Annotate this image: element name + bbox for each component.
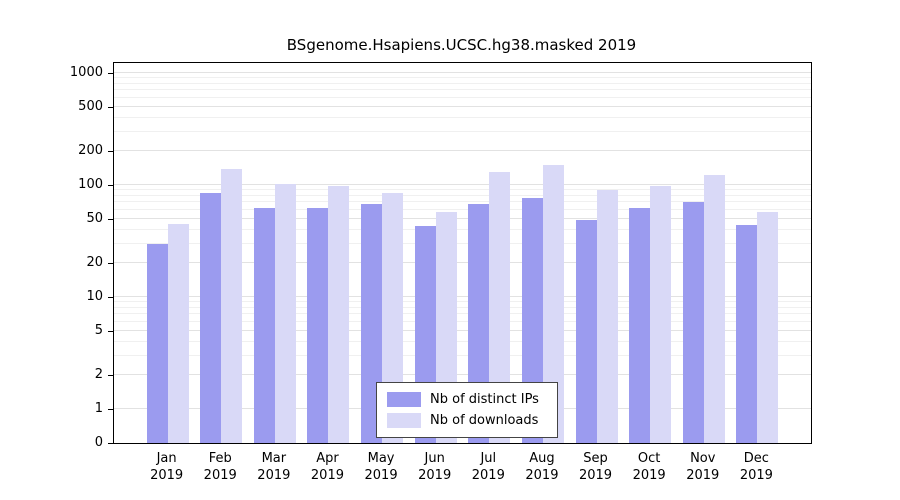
bar-downloads [328,186,350,443]
bar-distinct-ips [629,208,651,443]
gridlines [114,63,811,443]
bar-downloads [489,171,511,443]
legend-swatch-distinct-ips [387,392,421,407]
gridline [114,89,811,91]
legend-item-distinct-ips: Nb of distinct IPs [387,389,547,410]
x-tick-label: Dec 2019 [739,451,773,483]
x-tick-label: Jan 2019 [150,451,184,483]
bar-downloads [596,189,618,443]
gridline [114,242,811,244]
gridline [114,105,811,107]
gridline [114,320,811,322]
gridline [114,194,811,196]
bar-distinct-ips [575,219,597,443]
gridline [114,329,811,331]
gridline [114,374,811,376]
x-tick-label: Jul 2019 [471,451,505,483]
gridline [114,189,811,191]
gridline [114,150,811,152]
gridline [114,96,811,98]
y-tick-label: 100 [78,177,103,192]
y-tick-label: 2 [94,367,103,383]
x-tick-label: Jun 2019 [418,451,452,483]
x-tick-label: Oct 2019 [632,451,666,483]
gridline [114,77,811,79]
y-tick-label: 200 [78,143,103,159]
legend-swatch-downloads [387,413,421,428]
x-tick-label: Aug 2019 [525,451,559,483]
bar-downloads [382,192,404,443]
y-tick-label: 1000 [69,65,103,80]
gridline [114,130,811,132]
bar-downloads [650,185,672,443]
y-tick-label: 20 [86,255,103,271]
gridline [114,354,811,356]
bar-distinct-ips [736,224,758,443]
bar-distinct-ips [146,243,168,443]
gridline [114,217,811,219]
bar-downloads [757,211,779,443]
gridline [114,228,811,230]
plot-area: Nb of distinct IPs Nb of downloads [113,62,812,444]
bar-distinct-ips [253,208,275,443]
x-tick-label: Feb 2019 [203,451,237,483]
x-tick-label: Mar 2019 [257,451,291,483]
y-tick-label: 0 [94,435,103,450]
gridline [114,301,811,303]
gridline [114,184,811,185]
gridline [114,72,811,73]
gridline [114,201,811,203]
gridline [114,262,811,264]
bar-distinct-ips [521,197,543,443]
y-tick-label: 5 [94,322,103,338]
x-tick-label: Sep 2019 [578,451,613,483]
bars [114,63,811,443]
y-tick-label: 500 [78,98,103,114]
bar-distinct-ips [200,192,222,443]
legend-label-downloads: Nb of downloads [430,413,539,428]
bar-distinct-ips [307,208,329,443]
gridline [114,82,811,84]
gridline [114,340,811,342]
bar-downloads [703,175,725,443]
bar-downloads [167,223,189,443]
bar-downloads [274,183,296,443]
gridline [114,116,811,118]
y-tick-label: 1 [94,401,103,416]
y-tick-label: 10 [86,289,103,304]
bar-downloads [542,164,564,443]
gridline [114,296,811,297]
legend: Nb of distinct IPs Nb of downloads [376,382,558,438]
bar-downloads [221,168,243,443]
legend-label-distinct-ips: Nb of distinct IPs [430,392,539,407]
gridline [114,208,811,210]
bar-distinct-ips [682,202,704,443]
gridline [114,306,811,308]
x-tick-label: May 2019 [364,451,398,483]
x-tick-label: Nov 2019 [686,451,720,483]
x-tick-label: Apr 2019 [310,451,344,483]
chart-title: BSgenome.Hsapiens.UCSC.hg38.masked 2019 [286,36,637,54]
y-tick-label: 50 [86,210,103,226]
gridline [114,313,811,315]
legend-item-downloads: Nb of downloads [387,410,547,431]
